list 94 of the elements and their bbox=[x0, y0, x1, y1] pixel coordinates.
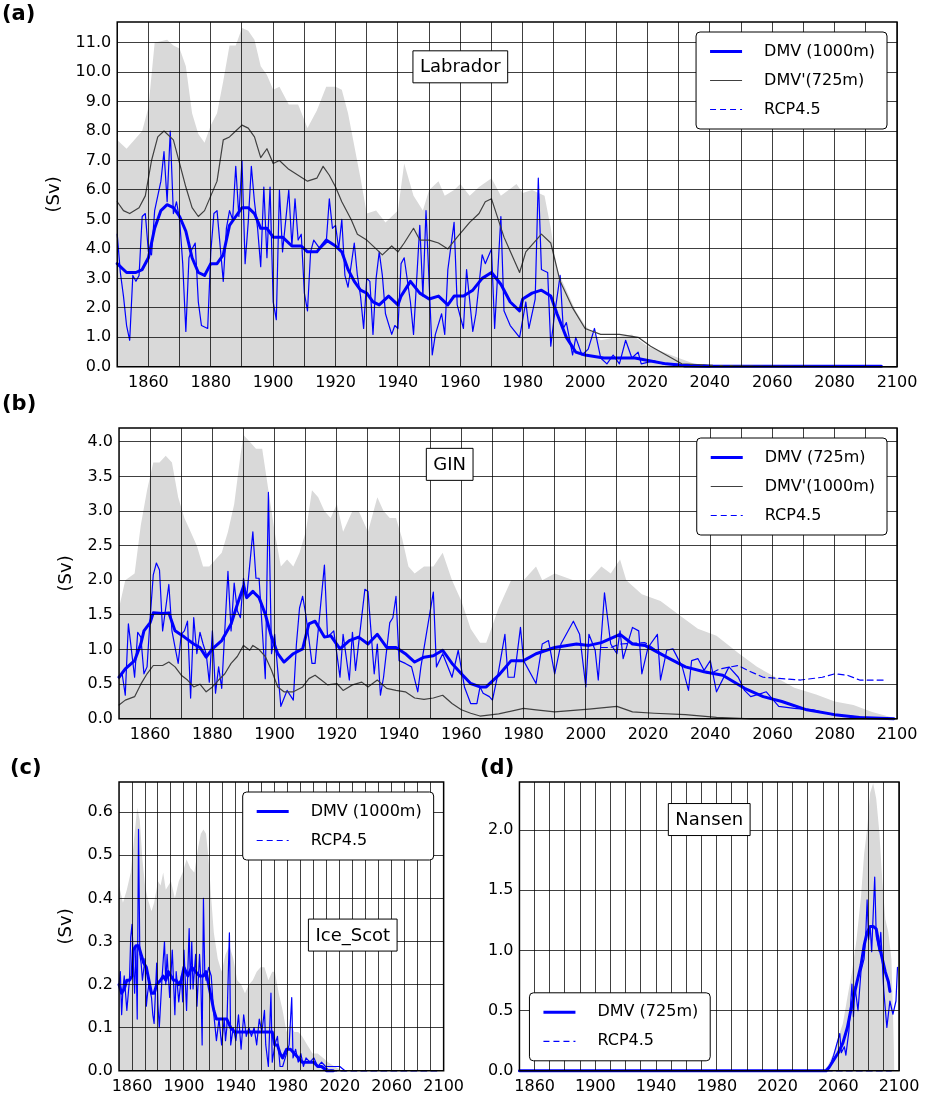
legend-label: DMV (725m) bbox=[764, 446, 866, 466]
y-tick-label: 0.0 bbox=[487, 1059, 514, 1079]
x-tick-label: 2100 bbox=[876, 723, 918, 743]
x-tick-label: 1940 bbox=[377, 371, 419, 391]
y-tick-label: 3.0 bbox=[85, 267, 112, 287]
legend-label: RCP4.5 bbox=[764, 504, 822, 524]
x-tick-label: 2000 bbox=[565, 723, 607, 743]
annotation: Nansen bbox=[675, 808, 744, 830]
x-tick-label: 2060 bbox=[752, 723, 793, 743]
x-tick-label: 2080 bbox=[814, 371, 855, 391]
y-tick-label: 0.0 bbox=[87, 707, 114, 727]
y-tick-label: 11.0 bbox=[75, 31, 112, 51]
x-tick-label: 1900 bbox=[163, 1075, 205, 1095]
y-tick-label: 2.0 bbox=[87, 569, 114, 589]
x-tick-label: 1980 bbox=[696, 1075, 738, 1095]
y-tick-label: 0.4 bbox=[87, 887, 114, 907]
y-tick-label: 6.0 bbox=[85, 179, 112, 199]
y-tick-label: 5.0 bbox=[85, 208, 112, 228]
x-tick-label: 2020 bbox=[757, 1075, 798, 1095]
chart-title: (d) bbox=[480, 755, 515, 779]
x-tick-label: 2020 bbox=[319, 1075, 361, 1095]
x-tick-label: 1880 bbox=[190, 371, 232, 391]
chart-title: (c) bbox=[10, 755, 42, 779]
y-tick-label: 0.5 bbox=[87, 673, 114, 693]
legend-label: DMV (725m) bbox=[597, 1001, 699, 1021]
x-tick-label: 2060 bbox=[817, 1075, 859, 1095]
x-tick-label: 1960 bbox=[439, 371, 481, 391]
x-tick-label: 1900 bbox=[254, 723, 295, 743]
legend-label: DMV (1000m) bbox=[310, 800, 422, 820]
x-tick-label: 2100 bbox=[878, 1075, 920, 1095]
y-tick-label: 0.5 bbox=[487, 999, 514, 1019]
y-tick-label: 9.0 bbox=[85, 90, 112, 110]
y-tick-label: 7.0 bbox=[85, 149, 112, 169]
y-tick-label: 3.0 bbox=[87, 500, 114, 520]
x-tick-label: 1920 bbox=[315, 371, 356, 391]
legend-label: RCP4.5 bbox=[764, 98, 821, 118]
y-tick-label: 0.3 bbox=[87, 930, 114, 950]
x-tick-label: 1940 bbox=[215, 1075, 257, 1095]
y-tick-label: 1.0 bbox=[487, 939, 514, 959]
x-tick-label: 2040 bbox=[689, 371, 731, 391]
y-tick-label: 8.0 bbox=[85, 120, 112, 140]
x-tick-label: 1900 bbox=[252, 371, 294, 391]
x-tick-label: 1920 bbox=[316, 723, 358, 743]
x-tick-label: 2060 bbox=[371, 1075, 413, 1095]
y-tick-label: 2.5 bbox=[87, 534, 114, 554]
legend-label: RCP4.5 bbox=[597, 1030, 655, 1050]
y-tick-label: 0.1 bbox=[87, 1016, 114, 1036]
y-tick-label: 10.0 bbox=[75, 61, 112, 81]
y-axis-title: (Sv) bbox=[42, 176, 64, 213]
y-tick-label: 1.0 bbox=[87, 638, 114, 658]
y-tick-label: 1.5 bbox=[87, 604, 114, 624]
x-tick-label: 1980 bbox=[502, 371, 544, 391]
x-tick-label: 1860 bbox=[111, 1075, 153, 1095]
legend-label: DMV (1000m) bbox=[764, 40, 876, 60]
y-tick-label: 4.0 bbox=[85, 238, 112, 258]
x-tick-label: 1860 bbox=[514, 1075, 555, 1095]
legend-label: RCP4.5 bbox=[310, 829, 368, 849]
y-tick-label: 4.0 bbox=[87, 431, 114, 450]
y-tick-label: 0.6 bbox=[87, 801, 114, 821]
y-tick-label: 0.2 bbox=[87, 973, 114, 993]
chart-title: (a) bbox=[2, 1, 36, 25]
y-tick-label: 0.0 bbox=[85, 355, 112, 375]
x-tick-label: 1960 bbox=[440, 723, 482, 743]
x-tick-label: 2020 bbox=[627, 371, 668, 391]
y-tick-label: 1.0 bbox=[85, 326, 112, 346]
x-tick-label: 2100 bbox=[423, 1075, 464, 1095]
x-tick-label: 1940 bbox=[378, 723, 420, 743]
y-tick-label: 2.0 bbox=[85, 297, 112, 317]
y-axis-title: (Sv) bbox=[54, 555, 76, 592]
annotation: Ice_Scot bbox=[315, 923, 391, 946]
x-tick-label: 1860 bbox=[129, 723, 171, 743]
x-tick-label: 2100 bbox=[876, 371, 918, 391]
y-tick-label: 2.0 bbox=[487, 819, 514, 839]
x-tick-label: 1980 bbox=[503, 723, 544, 743]
annotation: Labrador bbox=[419, 55, 502, 77]
legend-label: DMV'(725m) bbox=[764, 69, 865, 89]
x-tick-label: 2020 bbox=[627, 723, 669, 743]
y-tick-label: 0.0 bbox=[87, 1059, 114, 1079]
x-tick-label: 1940 bbox=[635, 1075, 677, 1095]
x-tick-label: 2040 bbox=[689, 723, 731, 743]
x-tick-label: 2060 bbox=[751, 371, 793, 391]
x-tick-label: 1900 bbox=[575, 1075, 616, 1095]
y-axis-title: (Sv) bbox=[54, 908, 76, 945]
x-tick-label: 2000 bbox=[564, 371, 606, 391]
annotation: GIN bbox=[433, 453, 467, 475]
y-tick-label: 0.5 bbox=[87, 844, 114, 864]
chart-title: (b) bbox=[2, 391, 37, 415]
y-tick-label: 3.5 bbox=[87, 465, 114, 485]
legend-label: DMV'(1000m) bbox=[764, 475, 876, 495]
x-tick-label: 1880 bbox=[192, 723, 233, 743]
y-tick-label: 1.5 bbox=[487, 879, 514, 899]
x-tick-label: 1980 bbox=[267, 1075, 309, 1095]
x-tick-label: 1860 bbox=[128, 371, 169, 391]
x-tick-label: 2080 bbox=[814, 723, 856, 743]
